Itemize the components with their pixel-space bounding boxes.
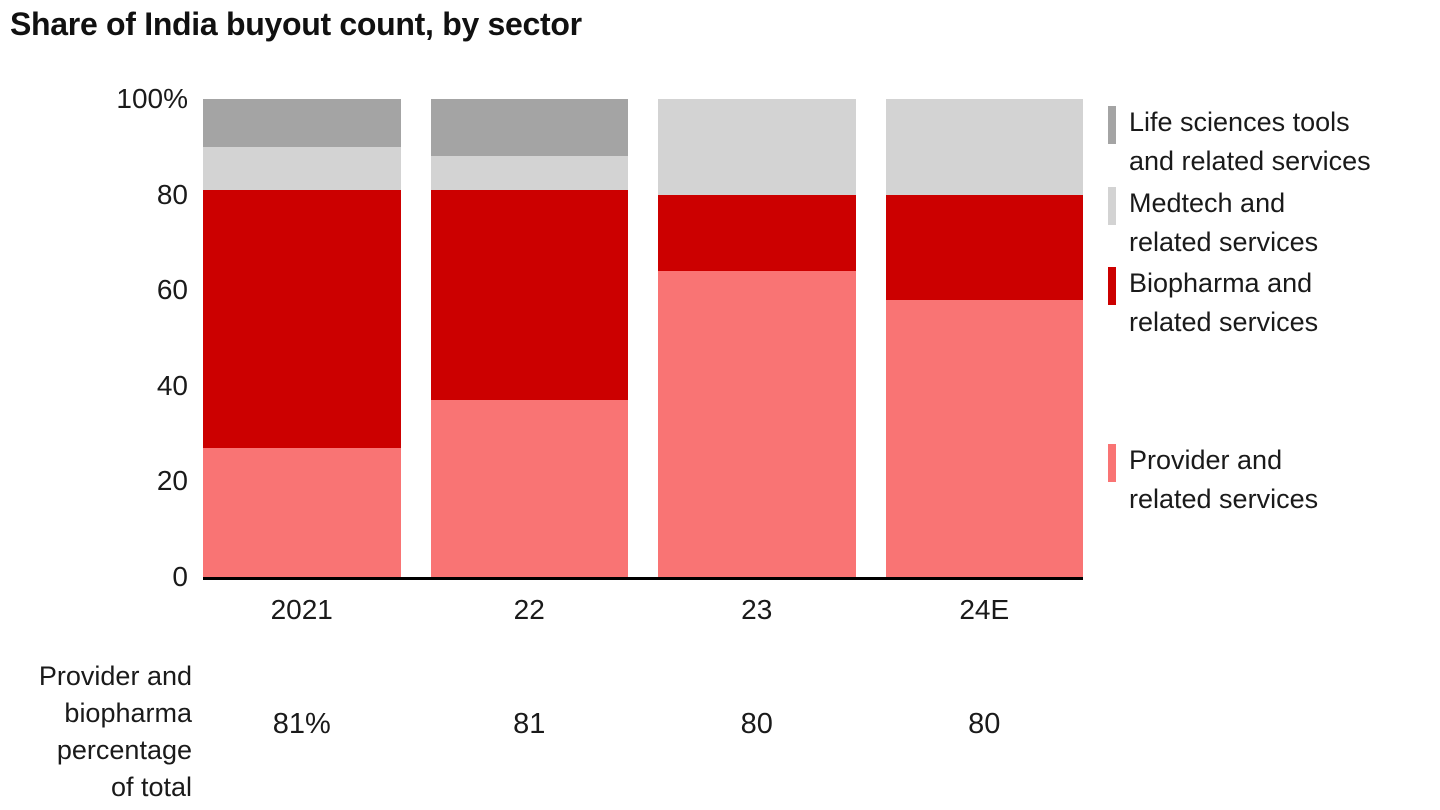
legend-item: Life sciences tools and related services xyxy=(1108,103,1371,181)
legend-item: Biopharma and related services xyxy=(1108,264,1318,342)
legend-label: Provider and related services xyxy=(1129,445,1319,515)
legend-marker xyxy=(1108,444,1116,482)
bar-segment xyxy=(203,99,401,147)
x-axis-tick: 24E xyxy=(959,594,1010,625)
bar-segment xyxy=(203,146,401,190)
bar-segment xyxy=(658,271,856,577)
x-axis-tick: 2021 xyxy=(270,594,333,625)
legend-label: Biopharma and related services xyxy=(1129,268,1319,338)
legend-item: Provider and related services xyxy=(1108,441,1318,519)
bar-segment xyxy=(885,99,1083,195)
legend-label: Medtech and related services xyxy=(1129,188,1319,258)
legend-marker xyxy=(1108,106,1116,144)
bar-segment xyxy=(430,189,628,401)
bar-group xyxy=(203,99,1083,577)
y-axis: 100% 80 60 40 20 0 xyxy=(40,83,188,592)
bar-segment xyxy=(430,99,628,157)
bar-segment xyxy=(658,194,856,272)
x-axis-tick: 23 xyxy=(741,594,773,625)
bar-segment xyxy=(430,156,628,190)
bar-segment xyxy=(203,447,401,577)
plot-area xyxy=(203,99,1083,580)
bar-segment xyxy=(885,194,1083,300)
footer-value: 81 xyxy=(513,708,546,740)
y-axis-tick: 20 xyxy=(156,465,188,497)
bar-23 xyxy=(658,99,856,577)
bar-segment xyxy=(885,299,1083,577)
bar-24E xyxy=(885,99,1083,577)
bar-segment xyxy=(203,189,401,448)
footer-value: 80 xyxy=(740,708,773,740)
x-axis: 2021 22 23 24E xyxy=(203,594,1083,626)
legend: Life sciences tools and related services… xyxy=(1108,99,1440,577)
legend-item: Medtech and related services xyxy=(1108,184,1318,262)
legend-marker xyxy=(1108,267,1116,305)
y-axis-tick: 40 xyxy=(156,369,188,401)
bar-22 xyxy=(430,99,628,577)
y-axis-tick: 100% xyxy=(116,83,188,114)
y-axis-tick: 0 xyxy=(172,561,188,592)
bar-2021 xyxy=(203,99,401,577)
y-axis-tick: 60 xyxy=(156,274,188,306)
bar-segment xyxy=(430,400,628,577)
legend-marker xyxy=(1108,187,1116,225)
footer-row-label: Provider and biopharma percentage of tot… xyxy=(38,661,192,802)
footer-row-values: 81% 81 80 80 xyxy=(203,708,1083,741)
bar-segment xyxy=(658,99,856,195)
legend-label: Life sciences tools and related services xyxy=(1129,107,1371,177)
x-axis-tick: 22 xyxy=(513,594,545,625)
chart-title: Share of India buyout count, by sector xyxy=(10,6,582,42)
footer-value: 80 xyxy=(968,708,1001,740)
y-axis-tick: 80 xyxy=(156,178,188,210)
footer-value: 81% xyxy=(272,708,331,740)
